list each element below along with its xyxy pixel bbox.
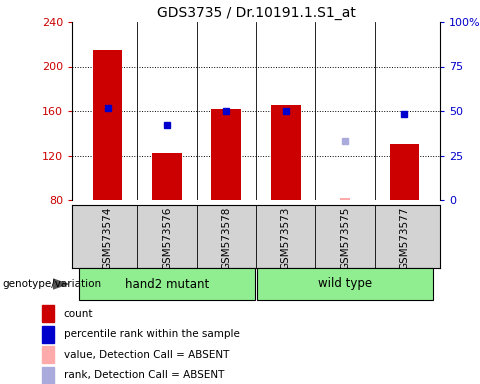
Bar bbox=[42, 367, 54, 384]
Text: value, Detection Call = ABSENT: value, Detection Call = ABSENT bbox=[63, 350, 229, 360]
Text: GSM573573: GSM573573 bbox=[281, 207, 291, 270]
Text: rank, Detection Call = ABSENT: rank, Detection Call = ABSENT bbox=[63, 370, 224, 380]
Text: GSM573574: GSM573574 bbox=[103, 207, 113, 270]
Bar bbox=[42, 305, 54, 323]
Text: GSM573575: GSM573575 bbox=[340, 207, 350, 270]
Text: count: count bbox=[63, 309, 93, 319]
Text: percentile rank within the sample: percentile rank within the sample bbox=[63, 329, 240, 339]
Bar bbox=[340, 198, 350, 200]
Polygon shape bbox=[53, 278, 70, 290]
Text: GSM573578: GSM573578 bbox=[221, 207, 231, 270]
Bar bbox=[257, 268, 433, 300]
Title: GDS3735 / Dr.10191.1.S1_at: GDS3735 / Dr.10191.1.S1_at bbox=[156, 6, 355, 20]
Text: wild type: wild type bbox=[318, 278, 372, 291]
Bar bbox=[271, 106, 300, 200]
Text: genotype/variation: genotype/variation bbox=[2, 279, 102, 289]
Bar bbox=[93, 50, 122, 200]
Bar bbox=[42, 346, 54, 364]
Text: hand2 mutant: hand2 mutant bbox=[125, 278, 209, 291]
Bar bbox=[42, 326, 54, 343]
Bar bbox=[390, 144, 419, 200]
Bar bbox=[152, 153, 182, 200]
Bar bbox=[212, 109, 241, 200]
Text: GSM573577: GSM573577 bbox=[399, 207, 409, 270]
Bar bbox=[79, 268, 255, 300]
Text: GSM573576: GSM573576 bbox=[162, 207, 172, 270]
